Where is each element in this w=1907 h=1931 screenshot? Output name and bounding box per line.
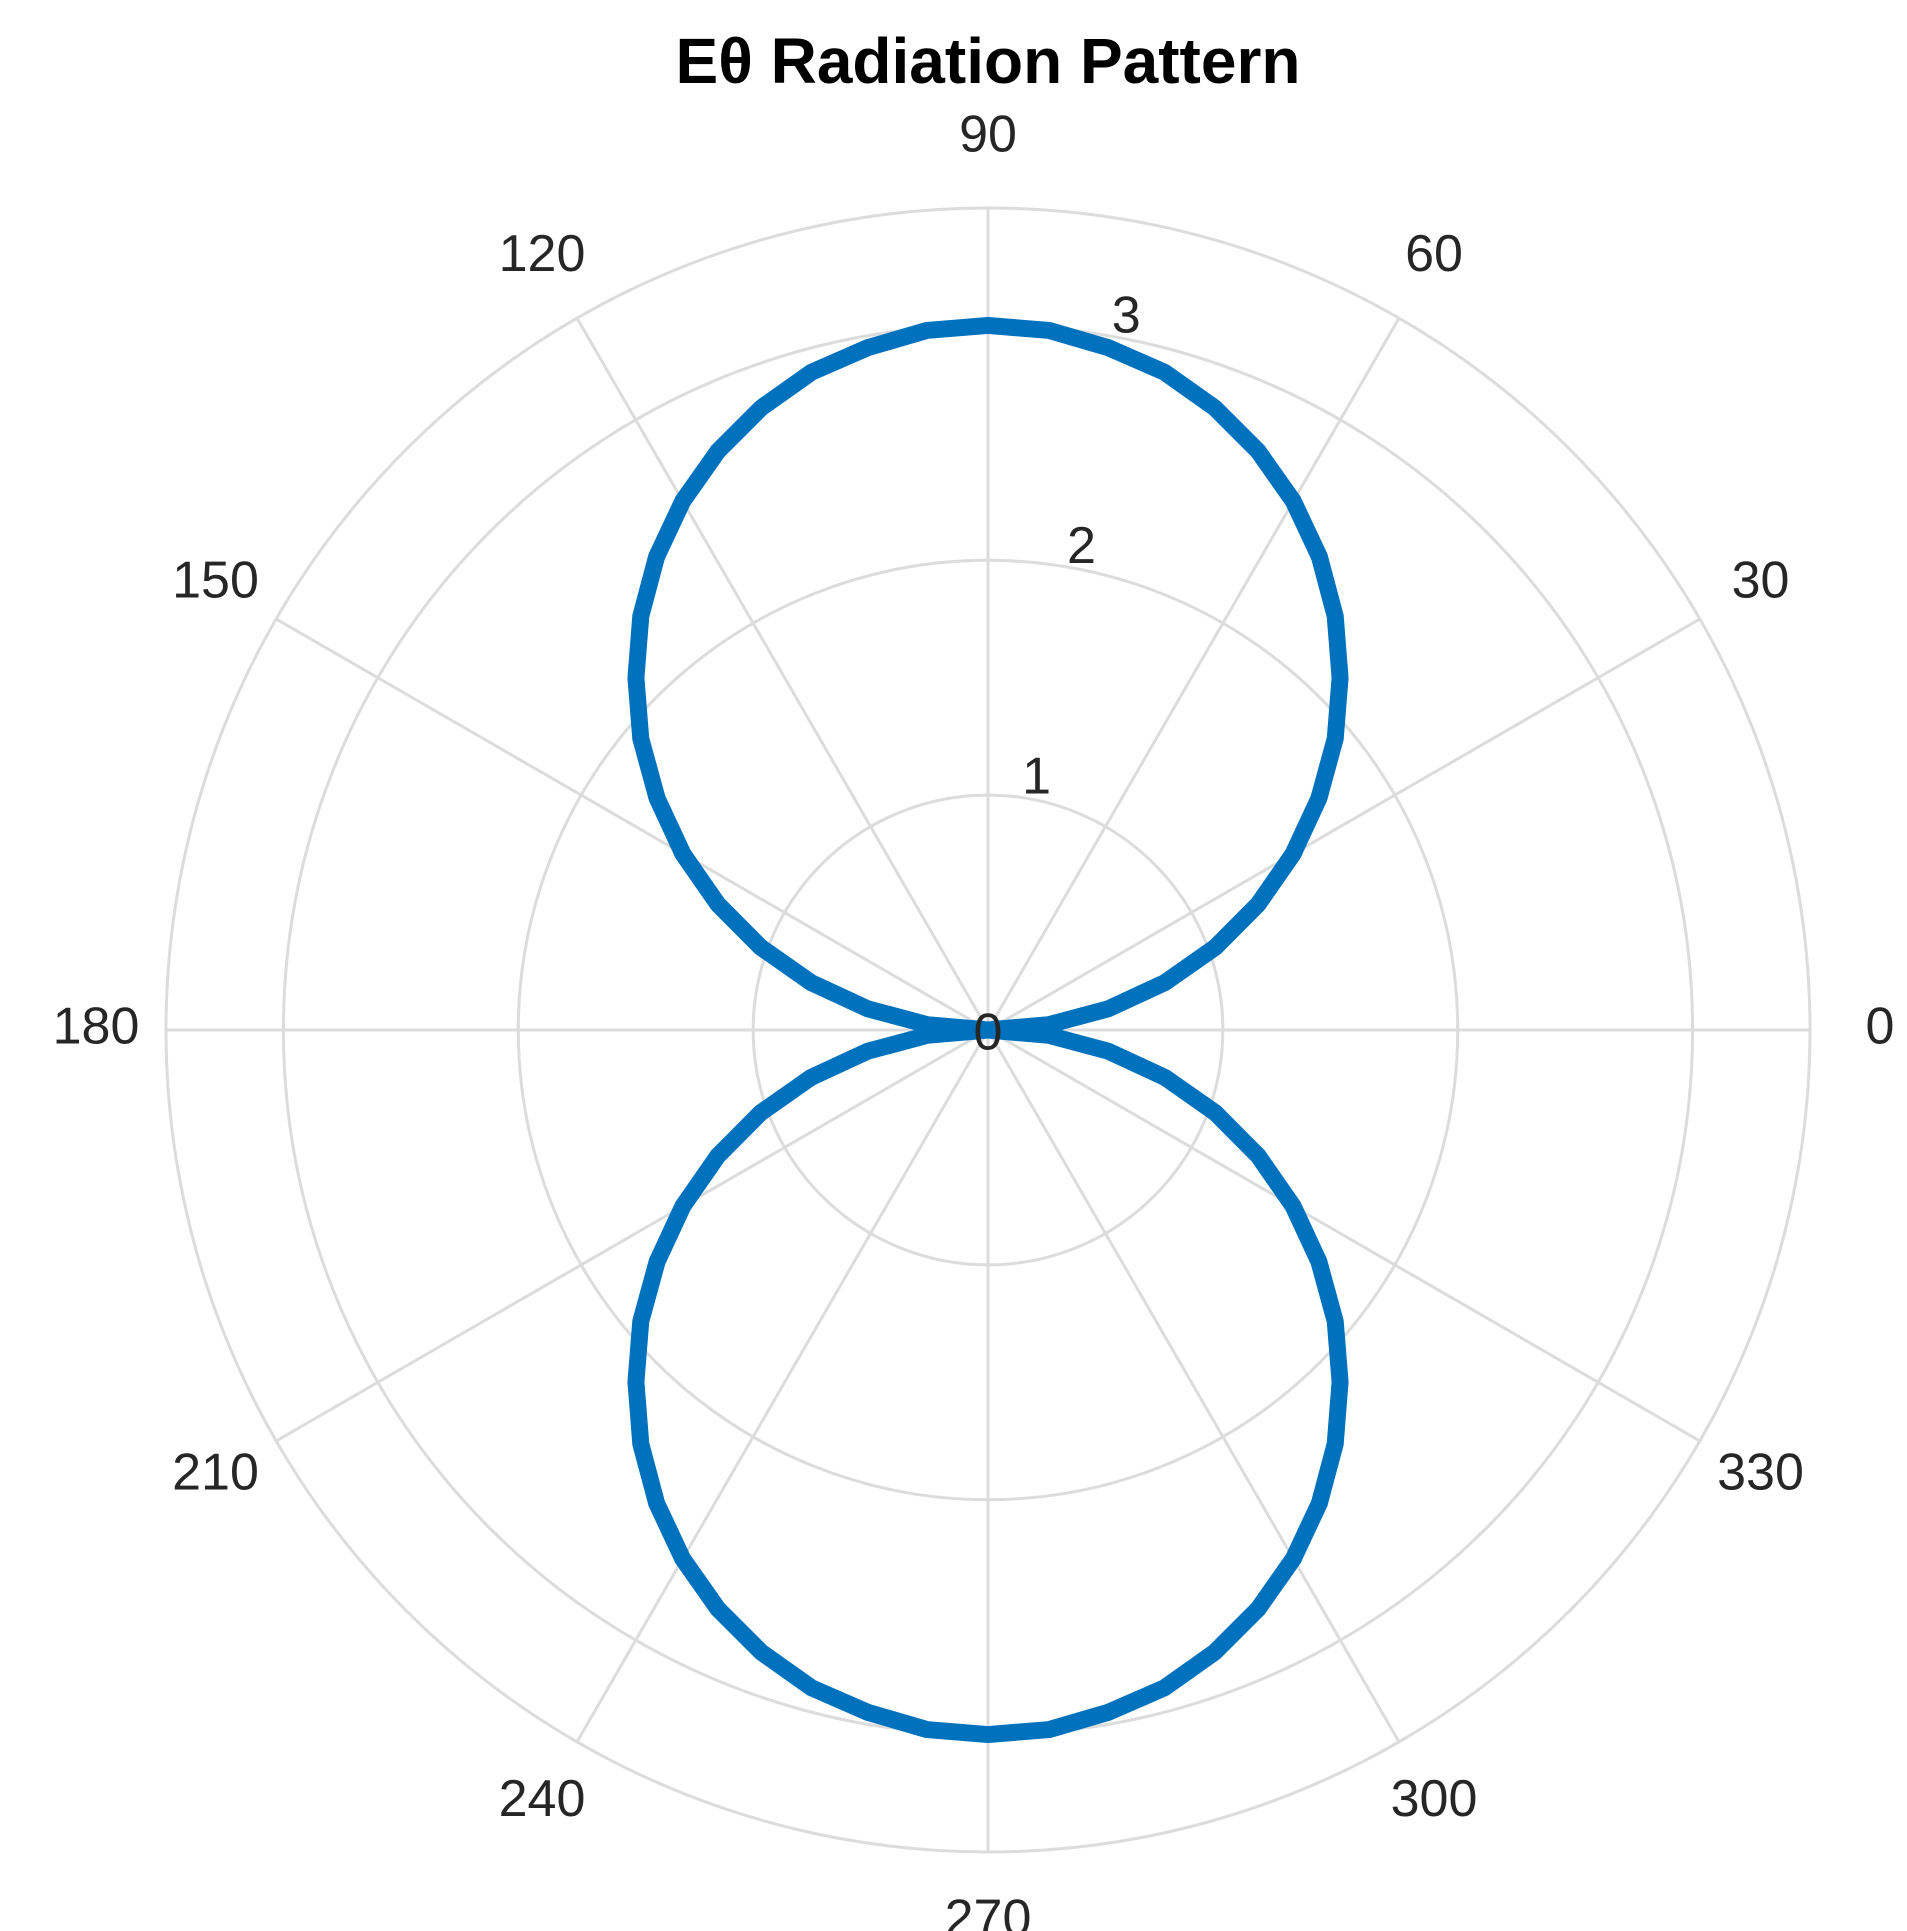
theta-tick-label: 180 (53, 998, 140, 1056)
grid-spoke (575, 317, 990, 1031)
grid-spoke (986, 1029, 1401, 1743)
grid-spoke (987, 1028, 1701, 1443)
theta-tick-label: 60 (1405, 225, 1463, 283)
theta-tick-label: 270 (945, 1890, 1032, 1931)
theta-tick-label: 240 (499, 1770, 586, 1828)
theta-tick-label: 300 (1391, 1770, 1478, 1828)
grid-spoke (987, 617, 1701, 1032)
grid-spoke (275, 617, 989, 1032)
theta-tick-label: 30 (1732, 552, 1790, 610)
grid-spoke (575, 1029, 990, 1743)
r-tick-label: 1 (1022, 748, 1051, 806)
theta-tick-label: 150 (172, 552, 259, 610)
pattern-line (627, 316, 1349, 1744)
chart-title: Eθ Radiation Pattern (676, 25, 1301, 97)
r-tick-label: 2 (1067, 517, 1096, 575)
r-tick-label: 3 (1112, 286, 1141, 344)
theta-tick-label: 90 (959, 106, 1017, 164)
theta-tick-label: 120 (499, 225, 586, 283)
grid-spoke (275, 1028, 989, 1443)
theta-tick-label: 330 (1717, 1444, 1804, 1502)
theta-tick-label: 0 (1866, 998, 1895, 1056)
grid-spoke (986, 317, 1401, 1031)
r-tick-label: 0 (974, 1004, 1003, 1062)
theta-tick-label: 210 (172, 1444, 259, 1502)
